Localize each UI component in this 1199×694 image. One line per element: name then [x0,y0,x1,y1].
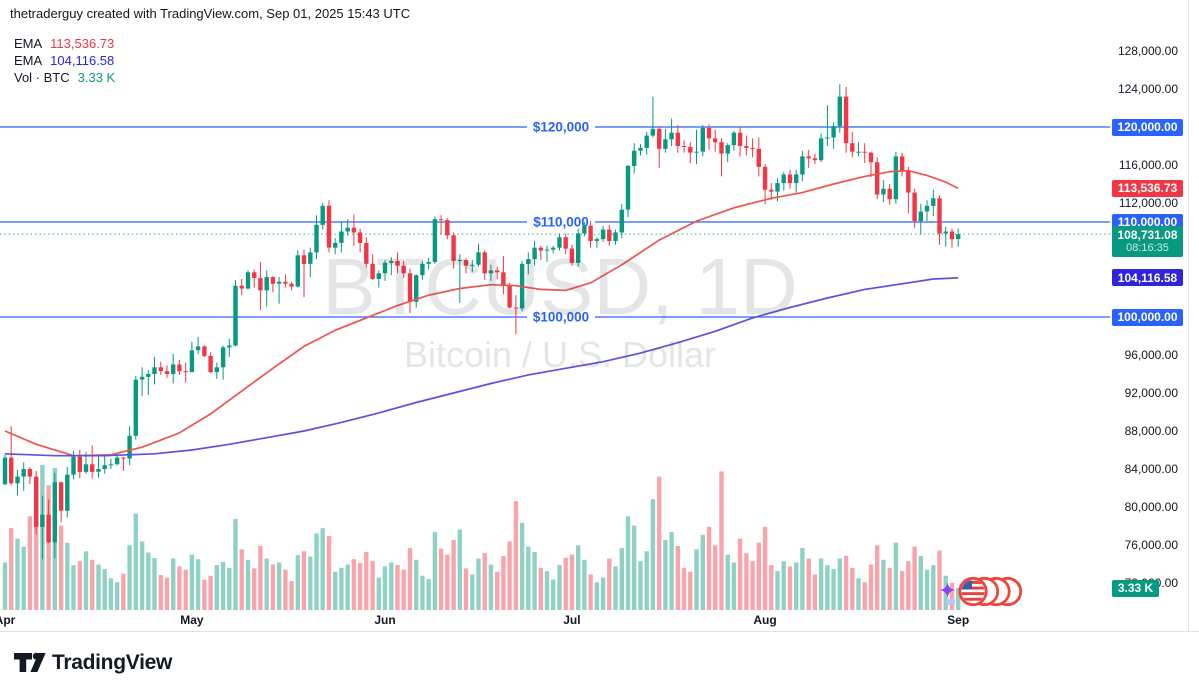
last-price-badge: 108,731.08 08:16:35 [1112,226,1183,258]
price-level-line: $120,000 [0,118,1110,136]
ema-fast-line [4,169,959,457]
price-tick: 96,000.00 [1124,348,1178,362]
level-badge-120k: 120,000.00 [1112,118,1183,136]
price-chart-pane[interactable]: $120,000 $110,000 $100,000 [0,0,1199,631]
ema-slow-line [4,277,959,457]
svg-text:$110,000: $110,000 [533,215,589,230]
legend-ema-slow-label: EMA [14,53,43,68]
legend-ema-slow-value: 104,116.58 [50,53,115,68]
legend-ema-slow[interactable]: EMA 104,116.58 [14,52,115,69]
price-tick: 92,000.00 [1124,386,1178,400]
time-tick-jun: Jun [374,613,396,627]
event-markers[interactable] [940,576,1023,607]
price-tick: 116,000.00 [1118,158,1178,172]
time-tick-apr: Apr [0,613,16,627]
ema-fast-badge: 113,536.73 [1112,179,1183,197]
legend-ema-fast-value: 113,536.73 [50,36,115,51]
price-tick: 88,000.00 [1124,424,1178,438]
price-scale-border [1188,0,1189,631]
ema-slow-badge: 104,116.58 [1112,269,1183,287]
legend-volume-label: Vol · BTC [14,70,70,85]
attribution-note: thetraderguy created with TradingView.co… [10,6,411,21]
sparkle-icon [940,582,955,598]
price-tick: 128,000.00 [1117,44,1178,58]
volume-bars [2,464,961,610]
time-tick-sep: Sep [947,613,970,627]
time-tick-jul: Jul [563,613,581,627]
indicator-legend: EMA 113,536.73 EMA 104,116.58 Vol · BTC … [14,35,115,86]
time-scale[interactable]: Apr May Jun Jul Aug Sep [0,611,1188,631]
legend-ema-fast[interactable]: EMA 113,536.73 [14,35,115,52]
tradingview-logo-text: TradingView [52,651,173,674]
legend-ema-fast-label: EMA [14,36,43,51]
svg-text:$120,000: $120,000 [533,120,589,135]
candles [2,84,961,560]
price-level-line: $110,000 [0,213,1110,231]
level-badge-100k: 100,000.00 [1112,308,1183,326]
us-flag-icon [961,580,985,601]
volume-badge: 3.33 K [1112,579,1159,597]
legend-volume-value: 3.33 K [77,70,116,85]
tradingview-logo[interactable]: TradingView [13,650,172,676]
price-tick: 124,000.00 [1117,82,1178,96]
price-scale[interactable]: 128,000.00 124,000.00 120,000.00 116,000.00… [1105,0,1199,631]
price-tick: 80,000.00 [1124,500,1178,514]
time-tick-aug: Aug [753,613,777,627]
price-tick: 76,000.00 [1124,538,1178,552]
time-tick-may: May [180,613,204,627]
price-level-line: $100,000 [0,308,1110,326]
legend-volume[interactable]: Vol · BTC 3.33 K [14,69,115,86]
svg-text:$100,000: $100,000 [533,310,589,325]
price-tick: 112,000.00 [1118,196,1178,210]
time-axis-border [0,631,1199,632]
tradingview-logo-icon [14,652,46,672]
price-tick: 84,000.00 [1124,462,1178,476]
